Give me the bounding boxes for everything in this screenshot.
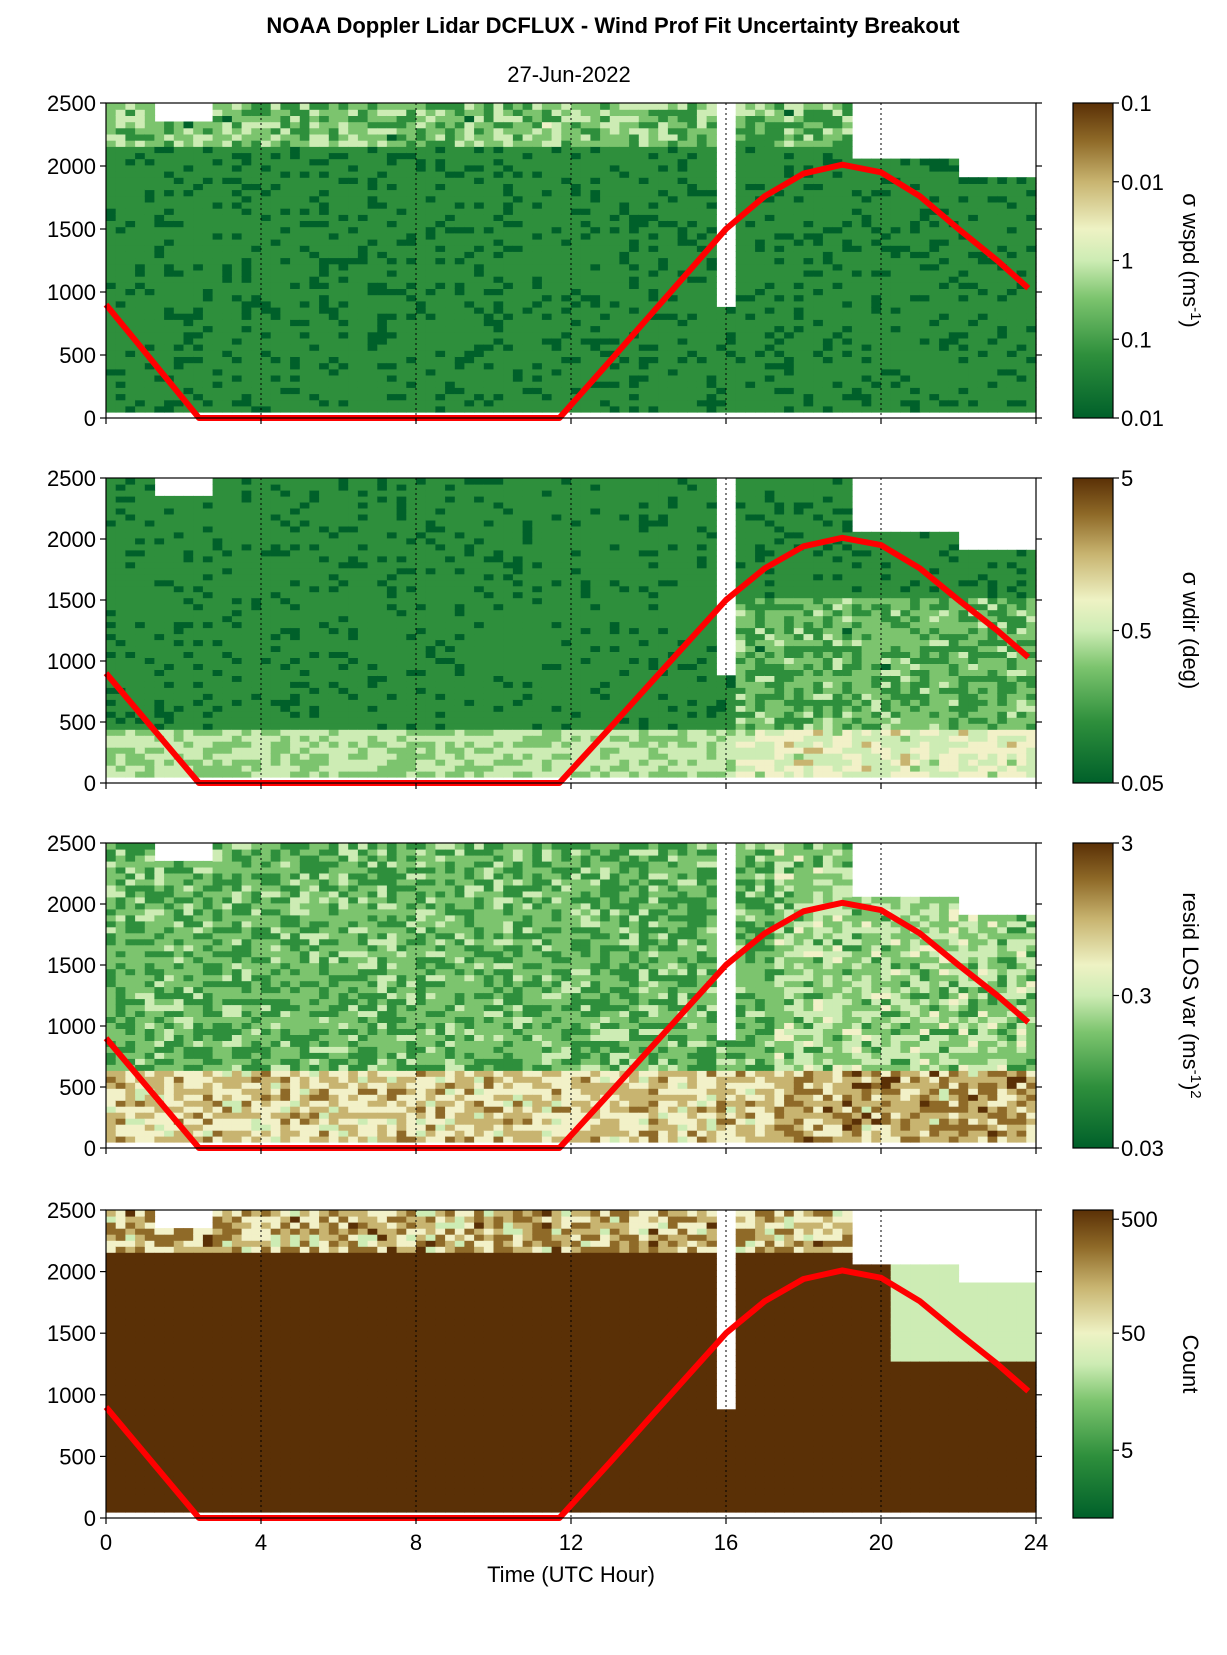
colorbar-label: σ wdir (deg)	[1178, 572, 1203, 690]
panel-1: 0 500 1000 1500 2000 2500 0.1 0.01 1 0.1 0.01 σ wsp…	[47, 91, 1204, 431]
colorbar-tick-label: 5	[1121, 1438, 1133, 1463]
y-tick-label: 1000	[47, 1383, 96, 1408]
colorbar-tick-label: 0.3	[1121, 984, 1152, 1009]
y-tick-label: 500	[59, 343, 96, 368]
colorbar-tick-label: 0.05	[1121, 771, 1164, 796]
y-tick-label: 1500	[47, 953, 96, 978]
x-tick-label: 20	[869, 1530, 893, 1555]
colorbar-tick-label: 3	[1121, 831, 1133, 856]
x-tick-label: 4	[255, 1530, 267, 1555]
y-tick-label: 2000	[47, 892, 96, 917]
y-tick-label: 1000	[47, 649, 96, 674]
figure-subtitle: 27-Jun-2022	[507, 62, 631, 87]
y-tick-label: 500	[59, 1075, 96, 1100]
colorbar-tick-label: 0.1	[1121, 327, 1152, 352]
colorbar-tick-label: 1	[1121, 249, 1133, 274]
y-tick-label: 1000	[47, 280, 96, 305]
y-tick-label: 500	[59, 710, 96, 735]
colorbar-tick-label: 50	[1121, 1321, 1145, 1346]
y-tick-label: 1000	[47, 1014, 96, 1039]
y-tick-label: 1500	[47, 588, 96, 613]
y-tick-label: 2500	[47, 466, 96, 491]
colorbar: 3 0.3 0.03 resid LOS var (ms-1)2	[1073, 831, 1205, 1161]
x-tick-label: 12	[559, 1530, 583, 1555]
panel-3: 0 500 1000 1500 2000 2500 3 0.3 0.03 resid LOS va…	[47, 831, 1204, 1161]
colorbar-tick-label: 500	[1121, 1207, 1158, 1232]
y-tick-label: 2500	[47, 831, 96, 856]
panel-4: 0 500 1000 1500 2000 2500 0 4 8 12 16 20 24 500 50 5 Cou…	[47, 1198, 1203, 1555]
colorbar-label: Count	[1178, 1335, 1203, 1394]
y-tick-label: 2000	[47, 154, 96, 179]
colorbar-tick-label: 0.5	[1121, 619, 1152, 644]
heatmap-cells	[106, 843, 1037, 1143]
colorbar-tick-label: 0.01	[1121, 170, 1164, 195]
y-tick-label: 2000	[47, 1260, 96, 1285]
figure: NOAA Doppler Lidar DCFLUX - Wind Prof Fi…	[0, 0, 1227, 1655]
colorbar: 500 50 5 Count	[1073, 1207, 1203, 1518]
x-tick-label: 16	[714, 1530, 738, 1555]
panel-2: 0 500 1000 1500 2000 2500 5 0.5 0.05 σ wdir (deg)	[47, 466, 1203, 796]
colorbar-label: resid LOS var (ms-1)2	[1178, 892, 1205, 1098]
x-tick-label: 0	[100, 1530, 112, 1555]
y-tick-label: 1500	[47, 1321, 96, 1346]
y-tick-label: 0	[84, 771, 96, 796]
y-tick-label: 1500	[47, 217, 96, 242]
y-tick-label: 2500	[47, 91, 96, 116]
x-tick-label: 24	[1024, 1530, 1048, 1555]
colorbar-tick-label: 5	[1121, 466, 1133, 491]
y-tick-label: 0	[84, 406, 96, 431]
heatmap-cells	[106, 478, 1037, 778]
colorbar: 0.1 0.01 1 0.1 0.01 σ wspd (ms-1)	[1073, 91, 1205, 431]
colorbar: 5 0.5 0.05 σ wdir (deg)	[1073, 466, 1203, 796]
figure-title: NOAA Doppler Lidar DCFLUX - Wind Prof Fi…	[266, 13, 960, 38]
x-tick-label: 8	[410, 1530, 422, 1555]
y-tick-label: 0	[84, 1506, 96, 1531]
y-tick-label: 500	[59, 1444, 96, 1469]
colorbar-tick-label: 0.03	[1121, 1136, 1164, 1161]
y-tick-label: 2500	[47, 1198, 96, 1223]
colorbar-tick-label: 0.01	[1121, 406, 1164, 431]
y-tick-label: 2000	[47, 527, 96, 552]
y-tick-label: 0	[84, 1136, 96, 1161]
x-axis-label: Time (UTC Hour)	[487, 1562, 655, 1587]
colorbar-label: σ wspd (ms-1)	[1178, 193, 1205, 328]
colorbar-tick-label: 0.1	[1121, 91, 1152, 116]
